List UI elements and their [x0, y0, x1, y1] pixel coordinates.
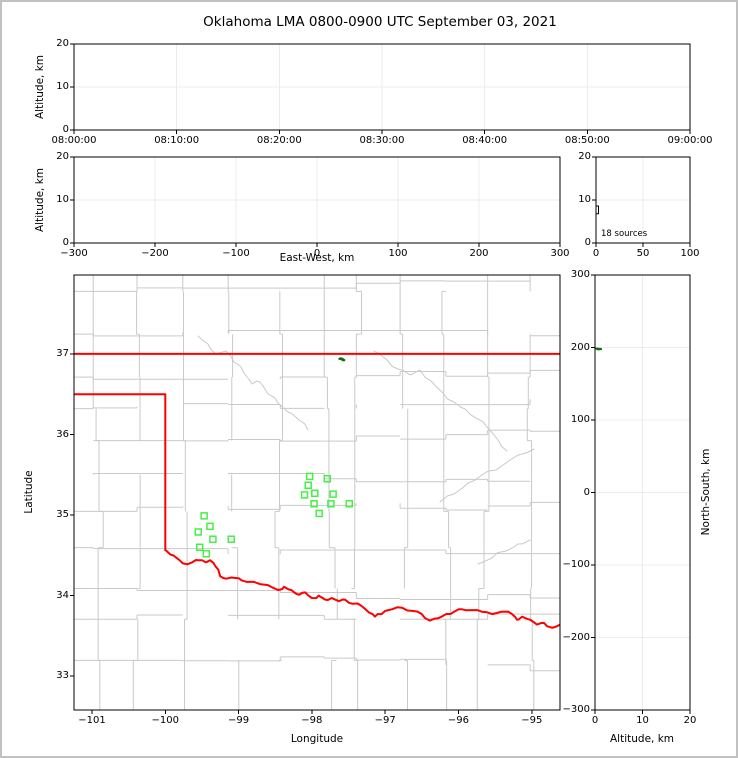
- station-marker: [200, 512, 208, 520]
- station-marker: [345, 500, 354, 508]
- source-point: [342, 359, 345, 362]
- station-marker: [311, 489, 319, 498]
- altitude-tick-label: 0: [62, 237, 69, 248]
- count-tick-label: 50: [636, 248, 650, 259]
- state-border-panhandle: [74, 393, 167, 552]
- river-line: [477, 539, 531, 565]
- source-point: [600, 348, 602, 350]
- ew-tick-label: 0: [313, 248, 321, 259]
- panel-map: [73, 274, 561, 711]
- longitude-tick-label: −98: [301, 715, 323, 726]
- altitude-tick-label: 20: [578, 151, 591, 162]
- altitude-tick-label: 20: [56, 151, 69, 162]
- ns-tick-label: 0: [583, 486, 590, 498]
- altitude-tick-label: 0: [584, 237, 591, 248]
- station-markers: [194, 472, 354, 558]
- ns-height-xlabel: Altitude, km: [609, 733, 675, 745]
- altitude-tick-label: 20: [683, 715, 697, 726]
- station-marker: [304, 481, 312, 489]
- altitude-tick-label: 10: [636, 715, 649, 726]
- river-line: [373, 350, 508, 452]
- ew-height-xlabel: East-West, km: [279, 252, 355, 264]
- altitude-tick-label: 10: [56, 194, 69, 205]
- altitude-tick-label: 10: [56, 81, 69, 92]
- time-tick-label: 08:10:00: [154, 135, 200, 146]
- river-line: [197, 335, 309, 431]
- time-tick-label: 08:00:00: [51, 135, 97, 146]
- tick-marks: [70, 43, 691, 714]
- ew-tick-label: 300: [550, 248, 570, 259]
- state-border-red-river: [164, 549, 560, 629]
- altitude-tick-label: 0: [591, 715, 599, 726]
- ns-tick-label: −200: [562, 631, 590, 643]
- station-marker: [202, 549, 211, 558]
- longitude-tick-label: −100: [151, 715, 179, 726]
- time-tick-label: 08:30:00: [359, 135, 405, 146]
- map-source-points: [338, 357, 346, 362]
- latitude-tick-label: 34: [56, 589, 69, 601]
- ew-tick-label: 100: [388, 248, 408, 259]
- station-marker: [206, 522, 214, 531]
- ew-tick-label: −300: [60, 248, 88, 259]
- source-point: [339, 357, 342, 360]
- ns-tick-label: 200: [570, 341, 590, 353]
- latitude-tick-label: 33: [56, 670, 69, 682]
- ns-tick-label: −300: [562, 704, 590, 715]
- latitude-tick-label: 37: [56, 347, 69, 359]
- station-marker: [323, 475, 332, 483]
- station-marker: [315, 509, 323, 518]
- altitude-tick-label: 0: [62, 124, 69, 135]
- longitude-tick-label: −101: [78, 715, 106, 726]
- time-tick-label: 08:50:00: [564, 135, 610, 146]
- station-marker: [305, 472, 314, 481]
- river-line: [439, 448, 535, 503]
- ew-tick-label: −100: [222, 248, 250, 259]
- source-point: [343, 359, 346, 362]
- station-marker: [327, 500, 335, 508]
- ns-tick-label: 100: [570, 414, 590, 425]
- longitude-tick-label: −95: [521, 715, 543, 726]
- ew-tick-label: 200: [469, 248, 489, 259]
- ew-tick-label: −200: [141, 248, 169, 259]
- altitude-tick-label: 10: [578, 194, 591, 205]
- ns-tick-label: 300: [570, 269, 590, 280]
- time-tick-label: 08:40:00: [462, 135, 508, 146]
- count-tick-label: 100: [680, 248, 700, 259]
- station-marker: [310, 500, 318, 508]
- ns-tick-label: −100: [562, 559, 590, 570]
- station-marker: [209, 535, 217, 543]
- station-marker: [194, 528, 202, 536]
- station-marker: [300, 491, 309, 499]
- latitude-tick-label: 36: [56, 428, 69, 440]
- longitude-tick-label: −99: [228, 715, 250, 726]
- station-marker: [195, 543, 204, 552]
- county-lines: [74, 275, 560, 710]
- map-layer: [74, 275, 560, 710]
- altitude-tick-label: 20: [56, 38, 69, 49]
- longitude-tick-label: −96: [447, 715, 470, 726]
- ns-height-ylabel: North-South, km: [700, 448, 712, 536]
- grid-lines: [74, 44, 690, 710]
- time-tick-label: 09:00:00: [667, 135, 713, 146]
- latitude-tick-label: 35: [56, 509, 69, 521]
- figure-title: Oklahoma LMA 0800-0900 UTC September 03,…: [203, 14, 557, 30]
- station-marker: [227, 535, 235, 543]
- station-marker: [329, 490, 337, 498]
- count-tick-label: 0: [592, 248, 600, 259]
- map-ylabel: Latitude: [23, 470, 35, 514]
- sources-annotation: 18 sources: [601, 229, 648, 239]
- longitude-tick-label: −97: [374, 715, 396, 726]
- time-tick-label: 08:20:00: [256, 135, 302, 146]
- map-xlabel: Longitude: [290, 733, 344, 745]
- ns-source-points: [595, 347, 602, 351]
